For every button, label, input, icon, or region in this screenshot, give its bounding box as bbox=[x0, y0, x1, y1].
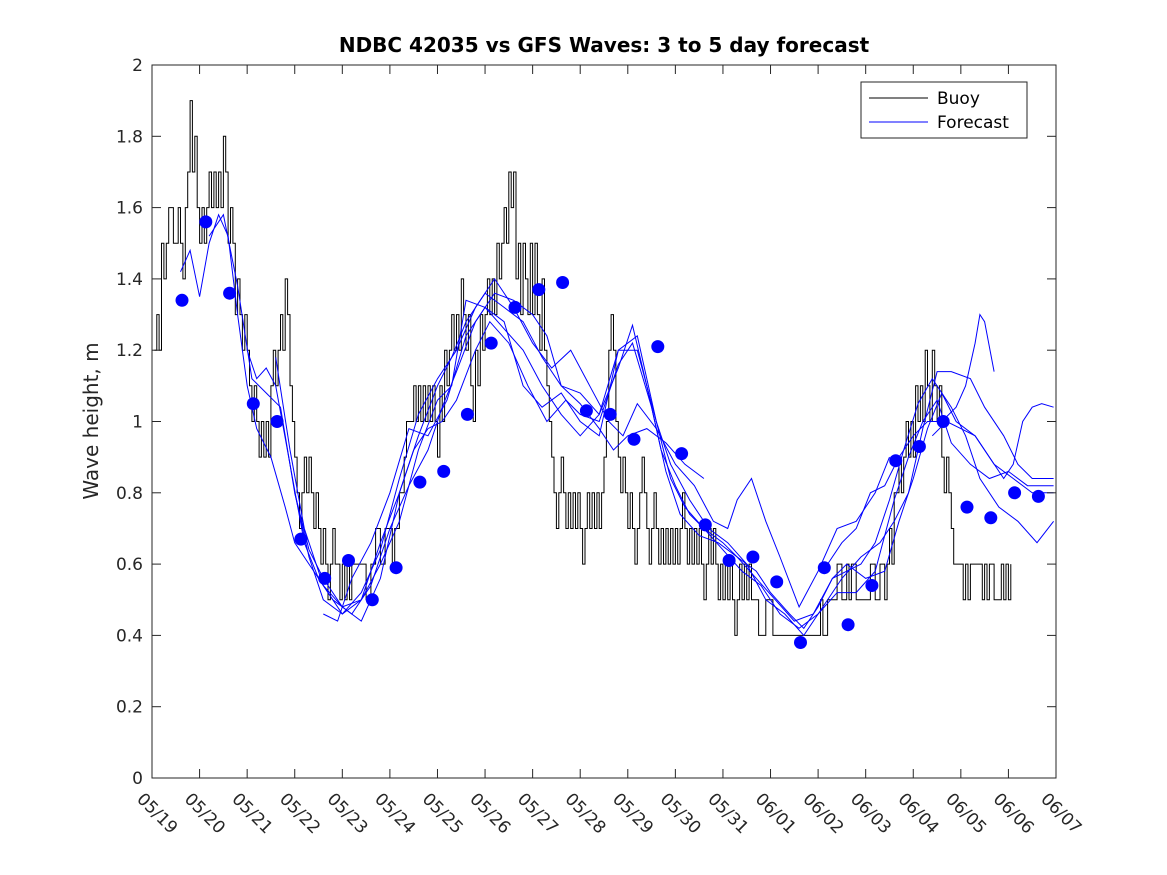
chart-title: NDBC 42035 vs GFS Waves: 3 to 5 day fore… bbox=[339, 33, 870, 57]
forecast-marker bbox=[175, 293, 189, 307]
forecast-marker bbox=[556, 276, 570, 289]
y-tick-label: 2 bbox=[132, 56, 143, 76]
legend: Buoy Forecast bbox=[860, 81, 1028, 139]
forecast-series-line-7 bbox=[827, 313, 995, 565]
forecast-marker bbox=[342, 554, 355, 567]
forecast-series-line-6 bbox=[323, 306, 1054, 637]
forecast-marker bbox=[484, 336, 498, 350]
y-axis-label: Wave height, m bbox=[79, 342, 103, 499]
legend-buoy-label: Buoy bbox=[937, 89, 980, 109]
forecast-marker bbox=[270, 415, 284, 428]
forecast-marker bbox=[770, 575, 784, 589]
y-tick-label: 0 bbox=[132, 769, 143, 789]
forecast-marker bbox=[294, 532, 308, 546]
forecast-marker bbox=[508, 300, 522, 314]
legend-box bbox=[860, 81, 1028, 139]
forecast-marker bbox=[865, 579, 879, 592]
forecast-marker bbox=[389, 561, 403, 575]
forecast-marker bbox=[223, 286, 237, 300]
forecast-marker bbox=[651, 340, 665, 354]
plot-area bbox=[152, 65, 1056, 778]
forecast-marker bbox=[841, 618, 855, 632]
y-tick-label: 0.6 bbox=[116, 555, 143, 575]
forecast-marker bbox=[1008, 486, 1022, 500]
series-layer bbox=[154, 100, 1054, 637]
forecast-marker bbox=[199, 215, 213, 229]
forecast-marker bbox=[698, 518, 712, 532]
forecast-marker bbox=[746, 550, 760, 564]
forecast-marker bbox=[794, 636, 807, 649]
forecast-marker bbox=[413, 475, 427, 489]
forecast-marker bbox=[627, 432, 641, 446]
y-tick-label: 1.8 bbox=[116, 127, 143, 147]
forecast-marker bbox=[722, 554, 736, 567]
forecast-marker bbox=[817, 561, 831, 575]
forecast-marker bbox=[984, 511, 998, 525]
forecast-marker bbox=[579, 404, 593, 418]
forecast-marker bbox=[936, 415, 950, 428]
forecast-marker bbox=[246, 397, 260, 411]
forecast-marker bbox=[1031, 489, 1045, 503]
y-tick-label: 1.2 bbox=[116, 341, 143, 361]
forecast-markers bbox=[175, 215, 1045, 649]
forecast-marker bbox=[603, 407, 617, 421]
forecast-marker bbox=[437, 464, 451, 478]
forecast-marker bbox=[675, 447, 689, 461]
forecast-marker bbox=[365, 593, 379, 607]
forecast-marker bbox=[912, 440, 926, 453]
forecast-marker bbox=[318, 571, 332, 585]
forecast-series-line-4 bbox=[275, 299, 1054, 629]
y-tick-label: 1.6 bbox=[116, 199, 143, 219]
y-tick-label: 1.4 bbox=[116, 270, 143, 290]
y-tick-label: 0.8 bbox=[116, 484, 143, 504]
y-tick-label: 0.4 bbox=[116, 626, 143, 646]
forecast-marker bbox=[532, 283, 546, 297]
forecast-series-line-8 bbox=[931, 403, 1054, 480]
buoy-series-line bbox=[154, 100, 1012, 636]
forecast-marker bbox=[960, 500, 974, 514]
y-tick-label: 0.2 bbox=[116, 698, 143, 718]
forecast-marker bbox=[460, 407, 474, 421]
legend-forecast-label: Forecast bbox=[937, 113, 1009, 133]
y-tick-label: 1 bbox=[132, 413, 143, 433]
forecast-marker bbox=[889, 454, 903, 468]
